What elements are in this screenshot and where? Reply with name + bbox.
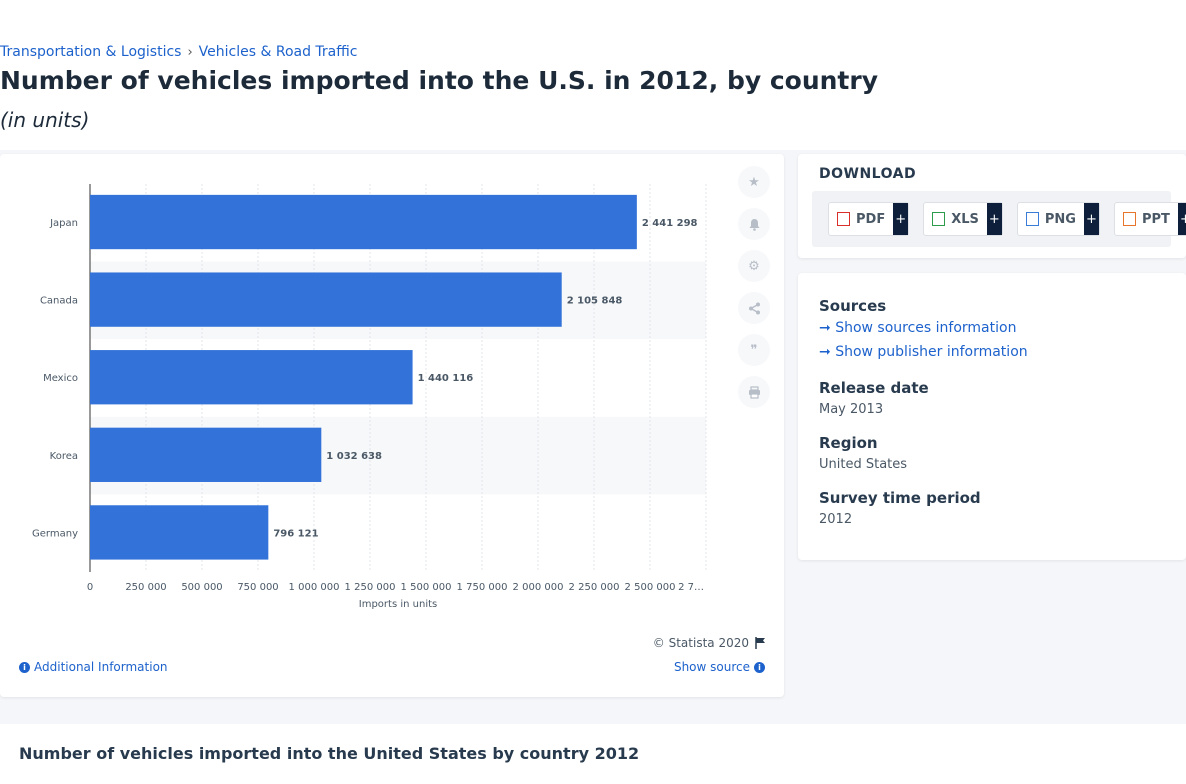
info-icon: i [19,661,30,673]
print-icon[interactable] [738,376,770,408]
download-buttons: PDF + XLS + PNG + PPT + [812,191,1186,247]
show-source-link[interactable]: Show source i [674,660,765,674]
page-subtitle: (in units) [0,108,90,132]
plus-icon: + [1177,203,1186,235]
download-xls-label: XLS [951,211,979,227]
data-label: 1 032 638 [326,451,382,462]
x-tick-label: 1 500 000 [401,582,452,593]
category-label: Korea [50,451,78,462]
x-tick-label: 500 000 [181,582,222,593]
plus-icon: + [1083,203,1099,235]
page-title: Number of vehicles imported into the U.S… [0,66,879,95]
download-xls-button[interactable]: XLS + [923,202,1003,236]
header-area [0,0,1186,150]
copyright: © Statista 2020 [653,636,766,650]
x-tick-label: 1 750 000 [457,582,508,593]
download-pdf-button[interactable]: PDF + [828,202,910,236]
ppt-file-icon [1122,212,1136,226]
download-title: DOWNLOAD [819,166,917,182]
show-publisher-label: Show publisher information [835,344,1028,360]
meta-card: Sources ➞ Show sources information ➞ Sho… [798,273,1186,560]
arrow-right-icon: ➞ [819,320,831,336]
star-icon[interactable]: ★ [738,166,770,198]
x-tick-label: 250 000 [125,582,166,593]
category-label: Japan [49,218,78,229]
arrow-right-icon: ➞ [819,344,831,360]
plus-icon: + [893,203,909,235]
category-label: Germany [32,528,78,539]
region-label: Region [819,434,878,452]
quote-icon[interactable]: ❞ [738,334,770,366]
share-icon[interactable] [738,292,770,324]
x-axis-title: Imports in units [359,599,437,610]
bell-icon[interactable] [738,208,770,240]
pdf-file-icon [837,212,850,226]
bar-japan [90,194,637,250]
png-file-icon [1025,212,1039,226]
release-date-value: May 2013 [819,402,884,417]
download-png-button[interactable]: PNG + [1016,202,1100,236]
show-sources-label: Show sources information [835,320,1017,336]
bar-germany [90,505,269,560]
x-tick-label: 2 000 000 [513,582,564,593]
download-png-label: PNG [1044,211,1076,227]
category-label: Mexico [43,373,78,384]
description-title: Number of vehicles imported into the Uni… [19,744,640,763]
category-label: Canada [40,296,78,307]
survey-period-value: 2012 [819,512,853,527]
info-icon: i [754,661,765,673]
x-tick-label: 2 7… [678,582,704,593]
x-tick-label: 2 250 000 [569,582,620,593]
description-card: Number of vehicles imported into the Uni… [0,724,1186,784]
show-source-label: Show source [673,660,750,674]
data-label: 2 105 848 [567,296,623,307]
plus-icon: + [986,203,1002,235]
copyright-text: © Statista 2020 [652,636,749,650]
flag-icon[interactable] [755,637,766,649]
x-tick-label: 2 500 000 [625,582,676,593]
download-ppt-label: PPT [1141,211,1170,227]
download-pdf-label: PDF [856,211,886,227]
chart-card: 0 250 000 500 000 750 000 1 000 000 1 250 000… [0,154,784,697]
breadcrumb-separator: › [187,44,193,60]
bar-canada [90,272,562,327]
survey-period-label: Survey time period [819,489,981,507]
show-sources-link[interactable]: ➞ Show sources information [819,320,1016,336]
chart-tools: ★ ⚙ ❞ [738,166,770,408]
download-card: DOWNLOAD PDF + XLS + PNG + PPT + [798,154,1186,258]
breadcrumb-item-transportation[interactable]: Transportation & Logistics [0,44,182,60]
additional-info-label: Additional Information [34,660,168,674]
bar-korea [90,427,322,482]
x-tick-label: 1 000 000 [289,582,340,593]
xls-file-icon [932,212,946,226]
data-label: 796 121 [273,528,318,539]
bar-chart: 0 250 000 500 000 750 000 1 000 000 1 250 000… [32,184,707,610]
bar-mexico [90,350,413,405]
region-value: United States [819,457,908,472]
release-date-label: Release date [819,379,929,397]
breadcrumb: Transportation & Logistics › Vehicles & … [0,44,358,60]
data-label: 1 440 116 [418,373,474,384]
x-tick-label: 750 000 [237,582,278,593]
show-publisher-link[interactable]: ➞ Show publisher information [819,344,1028,360]
sources-label: Sources [819,297,887,315]
gear-icon[interactable]: ⚙ [738,250,770,282]
data-label: 2 441 298 [642,218,698,229]
download-ppt-button[interactable]: PPT + [1113,202,1186,236]
breadcrumb-item-vehicles[interactable]: Vehicles & Road Traffic [198,44,358,60]
additional-info-link[interactable]: i Additional Information [19,660,168,674]
x-tick-label: 1 250 000 [345,582,396,593]
x-tick-label: 0 [87,582,93,593]
